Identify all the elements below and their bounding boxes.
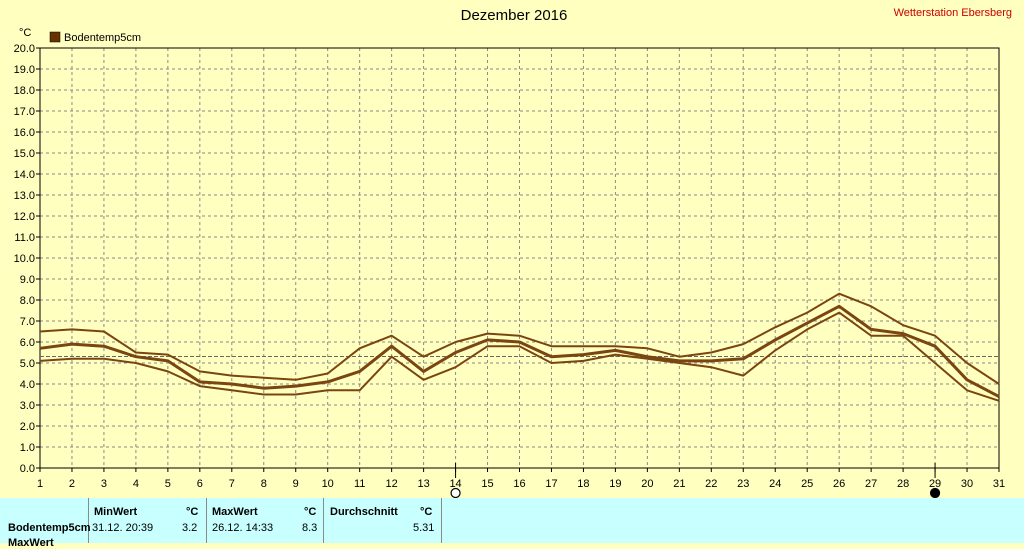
y-tick-label: 4.0	[20, 379, 35, 391]
chart-svg: 0.01.02.03.04.05.06.07.08.09.010.011.012…	[14, 7, 1012, 498]
x-tick-label: 13	[417, 478, 429, 490]
max-unit: °C	[304, 506, 317, 518]
y-tick-label: 2.0	[20, 421, 35, 433]
unit-label: °C	[19, 27, 31, 39]
x-tick-label: 3	[101, 478, 107, 490]
series-line-max	[39, 292, 1000, 385]
y-tick-label: 17.0	[14, 106, 35, 118]
y-tick-label: 5.0	[20, 358, 35, 370]
chart-title: Dezember 2016	[461, 7, 568, 24]
y-tick-label: 6.0	[20, 337, 35, 349]
x-tick-label: 7	[229, 478, 235, 490]
x-tick-label: 29	[929, 478, 941, 490]
x-tick-label: 19	[609, 478, 621, 490]
max-time: 26.12. 14:33	[212, 522, 274, 534]
row2-label: MaxWert	[8, 537, 54, 549]
y-tick-label: 3.0	[20, 400, 35, 412]
y-tick-label: 20.0	[14, 43, 35, 55]
y-tick-label: 0.0	[20, 463, 35, 475]
moon-markers	[450, 463, 941, 498]
series-line-min	[39, 311, 1000, 402]
x-tick-label: 4	[133, 478, 139, 490]
x-tick-label: 10	[322, 478, 334, 490]
series-name: Bodentemp5cm	[8, 522, 91, 534]
min-unit: °C	[186, 506, 199, 518]
min-value: 3.2	[182, 522, 198, 534]
legend-label: Bodentemp5cm	[64, 32, 141, 44]
new-moon-icon	[929, 487, 941, 498]
x-tick-label: 5	[165, 478, 171, 490]
y-tick-label: 16.0	[14, 127, 35, 139]
x-tick-label: 17	[545, 478, 557, 490]
x-tick-label: 9	[293, 478, 299, 490]
column-divider	[441, 498, 442, 543]
x-tick-label: 24	[769, 478, 781, 490]
y-axis-labels: 0.0 1.0 2.0 3.0 4.0 5.0 6.0 7.0 8.0 9.0 10.0 11.0 12…	[14, 43, 35, 475]
x-tick-label: 15	[481, 478, 493, 490]
x-tick-label: 27	[865, 478, 877, 490]
y-tick-label: 19.0	[14, 64, 35, 76]
chart-axes	[36, 47, 1000, 472]
y-tick-label: 9.0	[20, 274, 35, 286]
y-tick-label: 7.0	[20, 316, 35, 328]
min-time: 31.12. 20:39	[92, 522, 154, 534]
column-divider	[206, 498, 207, 543]
y-tick-label: 1.0	[20, 442, 35, 454]
avg-unit: °C	[420, 506, 433, 518]
full-moon-icon	[450, 487, 461, 498]
x-tick-label: 11	[354, 478, 365, 490]
min-header: MinWert	[94, 506, 138, 518]
x-tick-label: 28	[897, 478, 909, 490]
column-divider	[88, 498, 89, 543]
x-tick-label: 16	[513, 478, 525, 490]
y-tick-label: 11.0	[14, 232, 35, 244]
x-tick-label: 20	[641, 478, 653, 490]
avg-header: Durchschnitt	[330, 506, 398, 518]
x-tick-label: 18	[577, 478, 589, 490]
legend-swatch	[49, 31, 61, 43]
y-tick-label: 8.0	[20, 295, 35, 307]
station-label: Wetterstation Ebersberg	[894, 7, 1012, 19]
statistics-panel: MinWert °C MaxWert °C Durchschnitt °C Bo…	[0, 498, 1024, 549]
y-tick-label: 10.0	[14, 253, 35, 265]
x-axis-labels: 1 2 3 4 5 6 7 8 9 10 11 12 13 14 15 16 17 18 19 20 21 22 23 24 2…	[37, 478, 1005, 490]
x-tick-label: 30	[961, 478, 973, 490]
chart-series	[39, 292, 1000, 402]
x-tick-label: 6	[197, 478, 203, 490]
x-tick-label: 2	[69, 478, 75, 490]
column-divider	[323, 498, 324, 543]
y-tick-label: 15.0	[14, 148, 35, 160]
y-tick-label: 14.0	[14, 169, 35, 181]
x-tick-label: 22	[705, 478, 717, 490]
x-tick-label: 31	[993, 478, 1005, 490]
x-tick-label: 8	[261, 478, 267, 490]
max-header: MaxWert	[212, 506, 258, 518]
y-tick-label: 18.0	[14, 85, 35, 97]
x-tick-label: 12	[386, 478, 398, 490]
series-line-mean	[39, 304, 1000, 398]
y-tick-label: 12.0	[14, 211, 35, 223]
plot-frame	[39, 47, 1000, 469]
y-tick-label: 13.0	[14, 190, 35, 202]
x-tick-label: 26	[833, 478, 845, 490]
x-tick-label: 25	[801, 478, 813, 490]
x-tick-label: 21	[673, 478, 685, 490]
x-tick-label: 23	[737, 478, 749, 490]
x-tick-label: 1	[37, 478, 43, 490]
avg-value: 5.31	[413, 522, 435, 534]
max-value: 8.3	[302, 522, 318, 534]
chart-grid	[40, 47, 999, 468]
x-tick-label: 14	[449, 478, 461, 490]
